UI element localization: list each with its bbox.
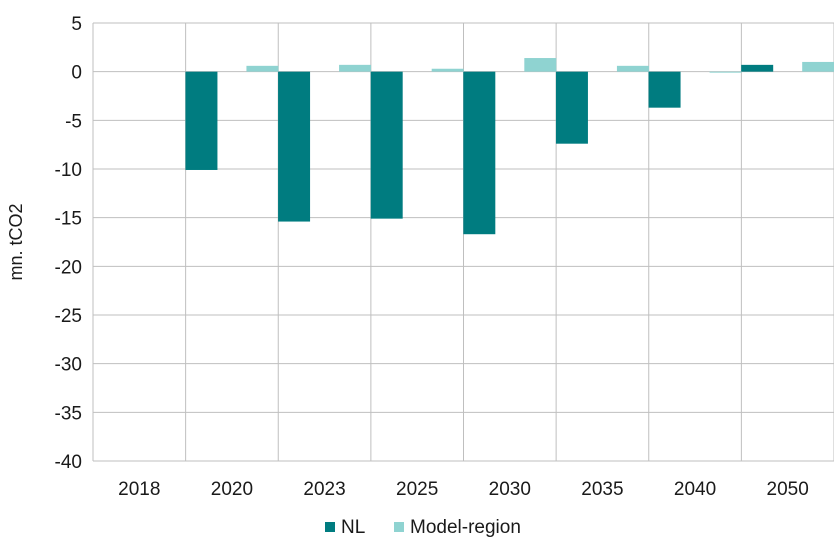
bar-nl xyxy=(463,71,496,235)
y-axis-title: mn. tCO2 xyxy=(6,203,26,280)
axes: 5 0 -5 -10 -15 -20 -25 -30 -35 -40 2018 2020 2023 202… xyxy=(55,14,809,500)
bar-nl xyxy=(648,71,681,108)
bar-nl xyxy=(278,71,311,222)
bar-nl xyxy=(370,71,403,219)
bar-model-region xyxy=(802,61,834,72)
legend-swatch xyxy=(325,522,335,532)
legend-label: Model-region xyxy=(410,517,521,538)
y-tick-label: -15 xyxy=(55,209,82,230)
y-tick-label: -30 xyxy=(55,355,82,376)
bar-nl xyxy=(185,71,218,170)
x-tick-label: 2018 xyxy=(118,479,160,500)
x-tick-label: 2025 xyxy=(396,479,438,500)
x-tick-label: 2050 xyxy=(767,479,809,500)
bar-model-region xyxy=(339,64,372,72)
bars xyxy=(185,58,834,235)
y-tick-label: -5 xyxy=(65,111,82,132)
y-tick-label: -25 xyxy=(55,306,82,327)
y-tick-label: 0 xyxy=(71,63,82,84)
bar-model-region xyxy=(246,65,279,72)
x-tick-label: 2040 xyxy=(674,479,716,500)
y-tick-label: 5 xyxy=(71,14,82,35)
x-tick-label: 2035 xyxy=(581,479,623,500)
x-tick-label: 2030 xyxy=(489,479,531,500)
bar-model-region xyxy=(431,68,464,72)
legend-label: NL xyxy=(341,517,365,538)
y-tick-label: -35 xyxy=(55,403,82,424)
bar-nl xyxy=(555,71,588,144)
y-tick-label: -10 xyxy=(55,160,82,181)
legend-swatch xyxy=(394,522,404,532)
bar-model-region xyxy=(524,58,557,72)
bar-nl xyxy=(741,64,774,72)
y-tick-label: -20 xyxy=(55,257,82,278)
x-tick-label: 2020 xyxy=(211,479,253,500)
y-tick-label: -40 xyxy=(55,452,82,473)
legend: NL Model-region xyxy=(325,517,521,538)
bar-model-region xyxy=(709,71,742,73)
bar-model-region xyxy=(616,65,649,72)
x-tick-label: 2023 xyxy=(303,479,345,500)
